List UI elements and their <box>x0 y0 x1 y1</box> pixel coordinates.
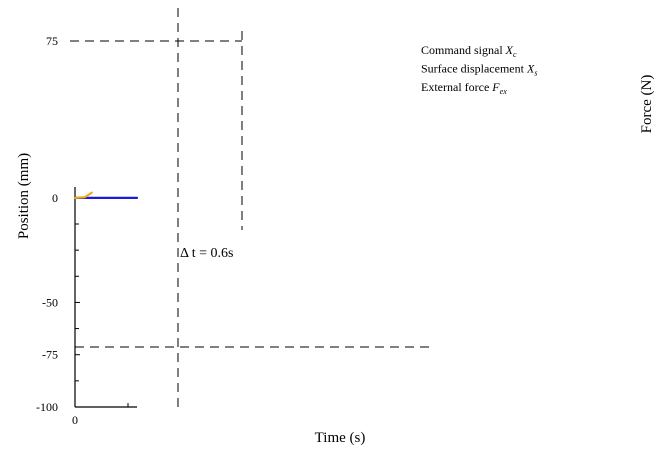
x-ticks: 0 <box>72 402 129 427</box>
reference-lines <box>70 8 433 407</box>
series-line-2 <box>73 191 93 199</box>
x-axis-label: Time (s) <box>315 430 366 446</box>
y-tick-label: 75 <box>46 34 58 48</box>
y-tick-label: -75 <box>42 348 58 362</box>
y2-axis-label: Force (N) <box>639 75 655 134</box>
legend: Command signal Xc Surface displacement Xs… <box>421 43 537 96</box>
x-tick-label: 0 <box>72 413 78 427</box>
y-tick-label: -50 <box>42 295 58 309</box>
series-group <box>73 191 139 199</box>
delta-t-annotation: Δ t = 0.6s <box>180 246 233 261</box>
legend-entry: Command signal Xc <box>421 43 517 59</box>
y-ticks: 75 0 -50 -75 -100 <box>36 34 80 414</box>
y-tick-label: -100 <box>36 400 58 414</box>
legend-entry: External force Fex <box>421 80 507 96</box>
y-tick-label: 0 <box>52 191 58 205</box>
y-axis-label: Position (mm) <box>16 153 32 239</box>
legend-entry: Surface displacement Xs <box>421 62 537 78</box>
